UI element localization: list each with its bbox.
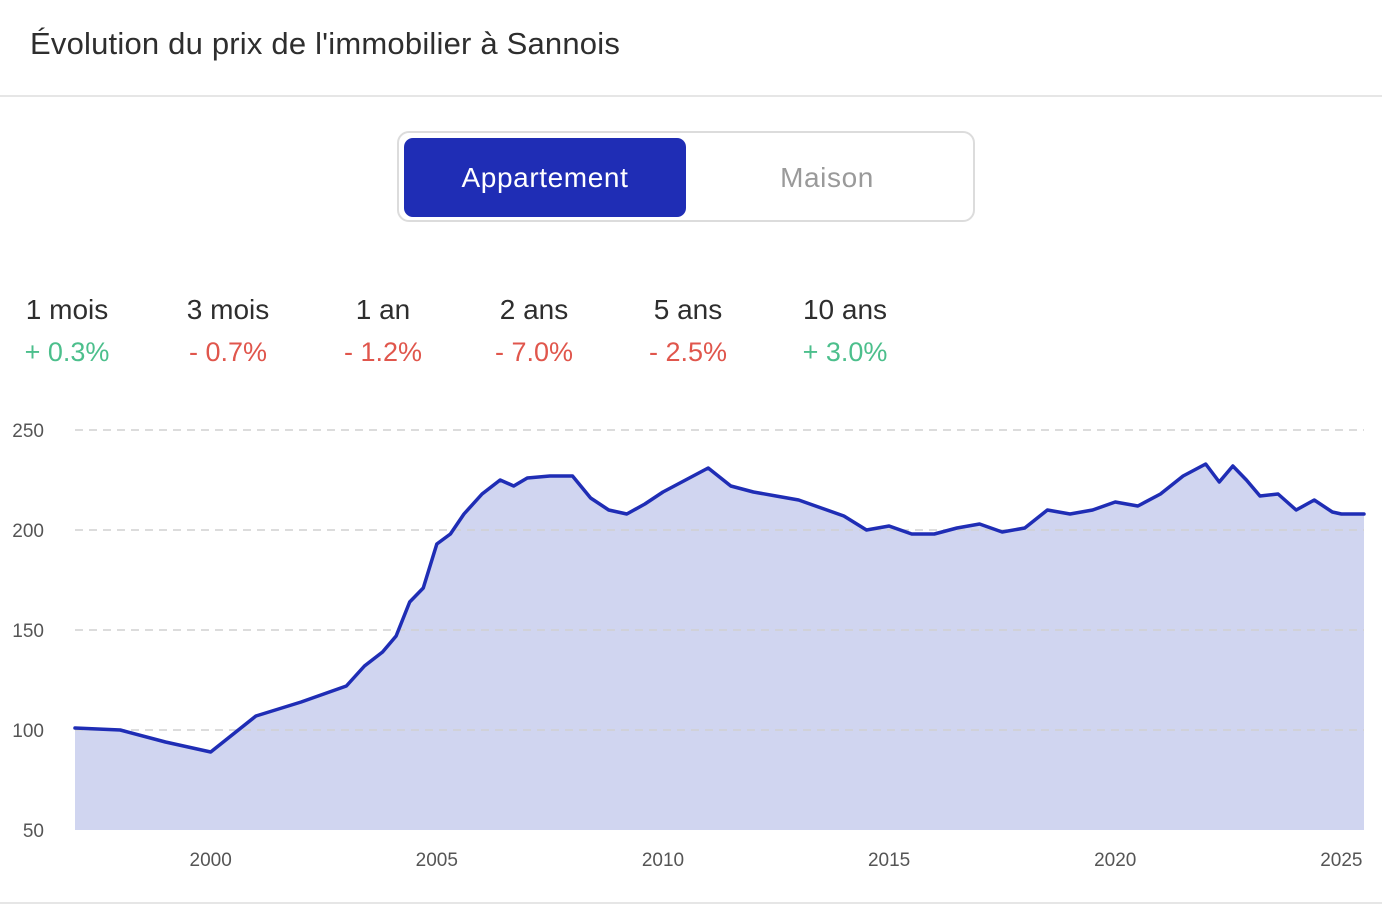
stat-label: 2 ans	[499, 294, 569, 325]
stat-2-ans: 2 ans - 7.0%	[459, 290, 609, 374]
x-tick-label: 2020	[1094, 850, 1136, 871]
stat-3-mois: 3 mois - 0.7%	[153, 290, 303, 374]
appartement-button[interactable]: Appartement	[404, 138, 686, 217]
price-chart: 50 100 150 200 250 2000 2005 2010 2015 2020 2025	[12, 421, 1366, 871]
stat-value: - 7.0%	[494, 337, 574, 367]
price-change-stats: 1 mois + 0.3% 3 mois - 0.7% 1 an - 1.2% …	[0, 290, 1382, 380]
y-tick-label: 100	[12, 721, 44, 742]
stat-label: 3 mois	[186, 294, 270, 325]
stat-value: - 1.2%	[343, 337, 423, 367]
stat-value: + 3.0%	[802, 337, 888, 367]
stat-label: 10 ans	[802, 294, 888, 325]
y-tick-label: 150	[12, 621, 44, 642]
area-fill	[75, 464, 1364, 830]
maison-button[interactable]: Maison	[686, 138, 968, 217]
x-tick-label: 2005	[416, 850, 458, 871]
bottom-divider	[0, 902, 1382, 904]
stat-value: + 0.3%	[24, 337, 110, 367]
stat-1-mois: 1 mois + 0.3%	[0, 290, 142, 374]
x-tick-label: 2000	[190, 850, 232, 871]
stat-value: - 0.7%	[188, 337, 268, 367]
header: Évolution du prix de l'immobilier à Sann…	[0, 0, 1382, 97]
stat-label: 1 mois	[25, 294, 109, 325]
page-title: Évolution du prix de l'immobilier à Sann…	[30, 26, 621, 61]
stat-1-an: 1 an - 1.2%	[308, 290, 458, 374]
x-tick-label: 2010	[642, 850, 684, 871]
x-tick-label: 2025	[1320, 850, 1362, 871]
property-type-toggle: Appartement Maison	[397, 131, 975, 222]
stat-10-ans: 10 ans + 3.0%	[770, 290, 920, 374]
stat-5-ans: 5 ans - 2.5%	[613, 290, 763, 374]
stat-label: 1 an	[355, 294, 411, 325]
stat-label: 5 ans	[653, 294, 723, 325]
series-line	[73, 462, 1366, 754]
y-tick-label: 50	[23, 821, 44, 842]
y-tick-label: 200	[12, 521, 44, 542]
y-tick-label: 250	[12, 421, 44, 442]
stat-value: - 2.5%	[648, 337, 728, 367]
x-tick-label: 2015	[868, 850, 910, 871]
